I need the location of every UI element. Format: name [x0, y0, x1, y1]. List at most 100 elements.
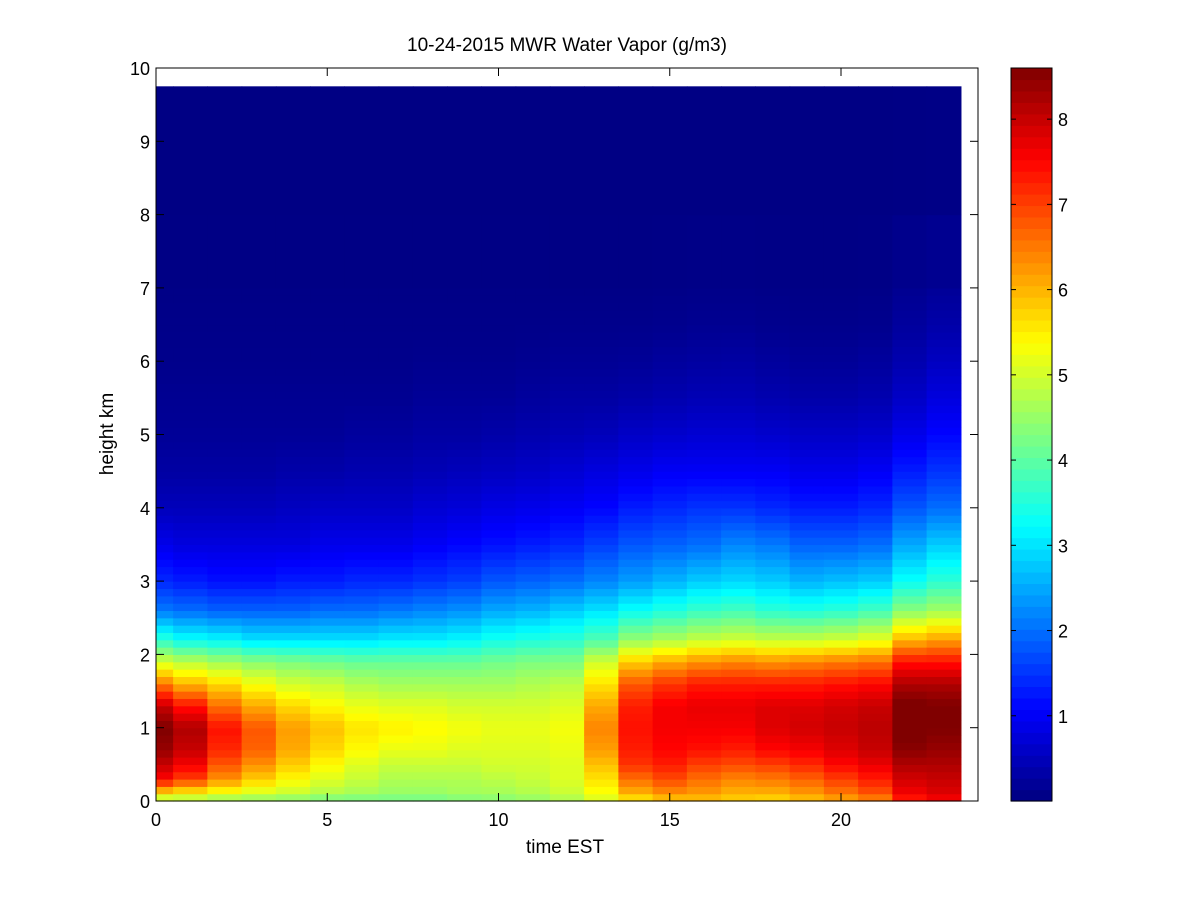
heatmap-cell — [892, 757, 928, 765]
heatmap-cell — [156, 339, 174, 348]
heatmap-cell — [515, 793, 551, 802]
heatmap-cell — [344, 632, 380, 641]
heatmap-cell — [652, 559, 688, 568]
heatmap-cell — [275, 588, 311, 597]
heatmap-cell — [173, 86, 208, 216]
heatmap-cell — [618, 588, 654, 597]
heatmap-cell — [858, 339, 893, 348]
heatmap-cell — [156, 463, 174, 472]
heatmap-cell — [823, 346, 859, 355]
heatmap-cell — [515, 610, 551, 619]
heatmap-cell — [686, 727, 722, 736]
heatmap-cell — [652, 324, 688, 333]
heatmap-cell — [344, 368, 380, 377]
heatmap-cell — [310, 434, 345, 443]
heatmap-cell — [686, 361, 722, 370]
heatmap-cell — [156, 661, 174, 670]
heatmap-cell — [858, 588, 893, 597]
heatmap-cell — [789, 331, 825, 340]
heatmap-cell — [344, 522, 380, 531]
heatmap-cell — [310, 412, 345, 421]
colorbar-cell — [1011, 228, 1052, 241]
heatmap-cell — [310, 361, 345, 370]
heatmap-cell — [207, 581, 243, 590]
heatmap-cell — [412, 449, 448, 458]
heatmap-cell — [310, 383, 345, 392]
heatmap-cell — [275, 522, 311, 531]
heatmap-cell — [584, 625, 619, 634]
heatmap-cell — [755, 368, 791, 377]
heatmap-cell — [618, 581, 654, 590]
heatmap-cell — [275, 581, 311, 590]
heatmap-cell — [892, 434, 928, 443]
heatmap-cell — [721, 588, 756, 597]
heatmap-cell — [310, 713, 345, 721]
heatmap-cell — [549, 551, 585, 560]
heatmap-cell — [447, 427, 482, 436]
heatmap-cell — [156, 581, 174, 590]
colorbar-cell — [1011, 125, 1052, 138]
colorbar-cell — [1011, 102, 1052, 115]
heatmap-cell — [173, 302, 208, 311]
heatmap-cell — [156, 500, 174, 509]
heatmap-cell — [515, 771, 551, 780]
heatmap-cell — [310, 419, 345, 428]
heatmap-cell — [686, 757, 722, 765]
heatmap-cell — [721, 434, 756, 443]
heatmap-cell — [549, 595, 585, 604]
heatmap-cell — [721, 713, 756, 721]
heatmap-cell — [241, 485, 277, 494]
heatmap-cell — [892, 309, 928, 318]
heatmap-cell — [481, 324, 517, 333]
heatmap-cell — [584, 405, 619, 414]
heatmap-cell — [207, 375, 243, 384]
heatmap-cell — [892, 214, 928, 289]
heatmap-cell — [652, 500, 688, 509]
heatmap-cell — [481, 419, 517, 428]
heatmap-cell — [892, 463, 928, 472]
heatmap-cell — [173, 676, 208, 685]
heatmap-cell — [275, 463, 311, 472]
heatmap-cell — [344, 742, 380, 751]
heatmap-cell — [447, 603, 482, 612]
heatmap-cell — [156, 793, 174, 802]
heatmap-cell — [275, 295, 311, 304]
heatmap-cell — [207, 742, 243, 751]
heatmap-cell — [241, 478, 277, 487]
heatmap-cell — [412, 331, 448, 340]
heatmap-cell — [858, 632, 893, 641]
heatmap-cell — [618, 471, 654, 480]
y-tick-label: 4 — [140, 499, 150, 519]
heatmap-cell — [173, 485, 208, 494]
heatmap-cell — [789, 361, 825, 370]
heatmap-cell — [686, 493, 722, 502]
heatmap-cell — [241, 537, 277, 546]
heatmap-cell — [412, 456, 448, 465]
heatmap-cell — [892, 427, 928, 436]
heatmap-cell — [686, 331, 722, 340]
heatmap-cell — [823, 735, 859, 743]
heatmap-cell — [686, 713, 722, 721]
heatmap-cell — [618, 434, 654, 443]
heatmap-cell — [652, 427, 688, 436]
heatmap-cell — [447, 485, 482, 494]
heatmap-cell — [823, 698, 859, 707]
heatmap-cell — [310, 86, 345, 216]
heatmap-cell — [310, 610, 345, 619]
heatmap-cell — [481, 617, 517, 626]
heatmap-cell — [412, 713, 448, 721]
heatmap-cell — [686, 324, 722, 333]
heatmap-cell — [310, 324, 345, 333]
heatmap-cell — [207, 214, 243, 289]
heatmap-cell — [721, 397, 756, 406]
heatmap-cell — [721, 324, 756, 333]
heatmap-cell — [618, 324, 654, 333]
heatmap-cell — [156, 522, 174, 531]
heatmap-cell — [310, 764, 345, 773]
heatmap-cell — [207, 331, 243, 340]
heatmap-cell — [344, 86, 380, 216]
heatmap-cell — [173, 683, 208, 692]
heatmap-cell — [207, 339, 243, 348]
heatmap-cell — [584, 632, 619, 641]
heatmap-cell — [241, 683, 277, 692]
